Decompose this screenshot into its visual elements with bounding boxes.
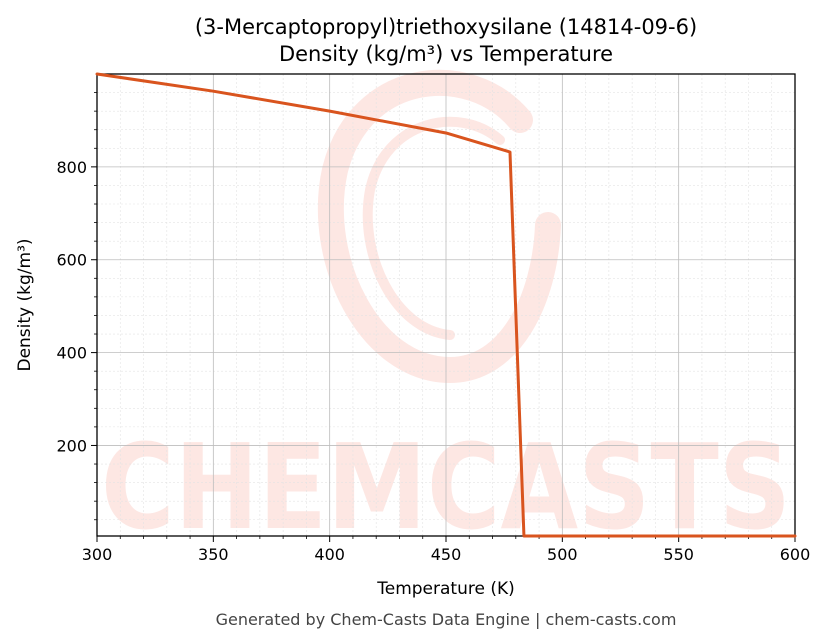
x-tick-label: 600 xyxy=(780,545,811,564)
x-tick-label: 450 xyxy=(431,545,462,564)
y-tick-labels: 200 400 600 800 xyxy=(56,158,87,456)
x-tick-label: 400 xyxy=(314,545,345,564)
y-axis-label: Density (kg/m³) xyxy=(15,238,35,371)
y-tick-label: 200 xyxy=(56,436,87,455)
x-tick-label: 550 xyxy=(663,545,694,564)
footer-credit: Generated by Chem-Casts Data Engine | ch… xyxy=(216,610,677,629)
y-tick-label: 400 xyxy=(56,344,87,363)
y-tick-label: 800 xyxy=(56,158,87,177)
x-axis-label: Temperature (K) xyxy=(376,579,515,599)
y-tick-label: 600 xyxy=(56,251,87,270)
chart-subtitle: Density (kg/m³) vs Temperature xyxy=(279,42,613,66)
x-tick-label: 350 xyxy=(198,545,229,564)
x-tick-label: 300 xyxy=(82,545,113,564)
x-tick-label: 500 xyxy=(547,545,578,564)
watermark-swirl-inner-icon xyxy=(368,122,500,335)
chart-title: (3-Mercaptopropyl)triethoxysilane (14814… xyxy=(195,15,697,39)
